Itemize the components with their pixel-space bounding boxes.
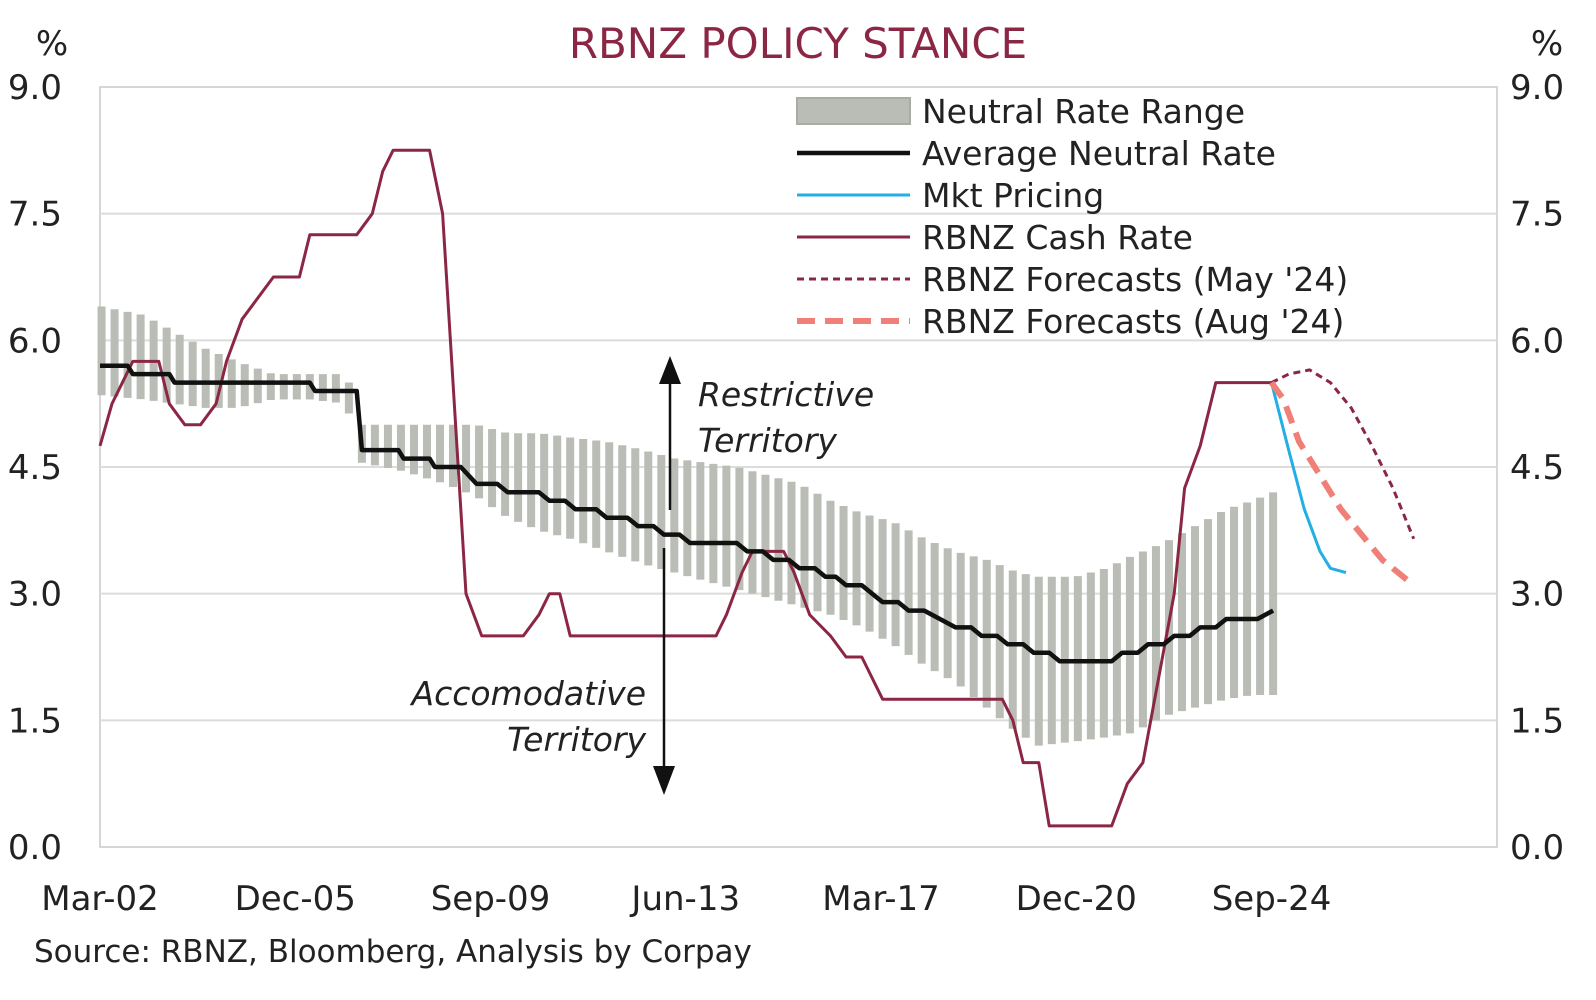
x-tick-2: Sep-09 [431,879,551,919]
accommodative-label-line2: Territory [507,720,646,759]
legend-label-neutral-rate-range: Neutral Rate Range [922,92,1245,131]
source-note: Source: RBNZ, Bloomberg, Analysis by Cor… [34,934,752,970]
left-axis-unit: % [36,24,68,64]
gridlines [100,212,1497,722]
restrictive-label-line2: Territory [698,421,837,460]
y-tick-left-3: 4.5 [8,448,62,488]
neutral-rate-range-band [97,306,1278,746]
x-tick-6: Sep-24 [1212,879,1332,919]
restrictive-arrowhead [659,356,681,384]
x-tick-0: Mar-02 [41,879,159,919]
y-tick-left-4: 6.0 [8,321,62,361]
series-line-average-neutral-rate [100,363,1275,664]
y-tick-left-1: 1.5 [8,701,62,741]
y-tick-left-6: 9.0 [8,68,62,108]
legend-label-mkt-pricing: Mkt Pricing [922,176,1104,215]
territory-arrows [653,356,681,795]
series-lines [98,148,1416,828]
y-tick-right-0: 0.0 [1510,828,1564,868]
y-tick-left-5: 7.5 [8,195,62,235]
y-tick-right-6: 9.0 [1510,68,1564,108]
y-tick-right-5: 7.5 [1510,195,1564,235]
chart-title: RBNZ POLICY STANCE [569,19,1027,68]
series-line-rbnz-forecasts-aug-24 [1269,380,1416,588]
series-line-rbnz-forecasts-may-24 [1270,368,1416,540]
series-line-rbnz-cash-rate [98,148,1272,828]
legend-label-rbnz-forecasts-aug-24: RBNZ Forecasts (Aug '24) [922,302,1344,341]
y-tick-right-3: 4.5 [1510,448,1564,488]
x-axis: Mar-02 Dec-05 Sep-09 Jun-13 Mar-17 Dec-20 Sep-… [41,879,1331,919]
legend-label-rbnz-cash-rate: RBNZ Cash Rate [922,218,1193,257]
accommodative-arrowhead [653,766,675,795]
x-tick-3: Jun-13 [629,879,740,919]
x-tick-1: Dec-05 [235,879,356,919]
y-tick-right-4: 6.0 [1510,321,1564,361]
legend-label-rbnz-forecasts-may-24: RBNZ Forecasts (May '24) [922,260,1348,299]
accommodative-label-line1: Accomodative [410,674,647,713]
y-tick-left-0: 0.0 [8,828,62,868]
right-y-axis: 0.0 1.5 3.0 4.5 6.0 7.5 9.0 [1510,68,1564,868]
y-tick-right-1: 1.5 [1510,701,1564,741]
y-tick-right-2: 3.0 [1510,575,1564,615]
left-y-axis: 0.0 1.5 3.0 4.5 6.0 7.5 9.0 [8,68,62,868]
right-axis-unit: % [1531,24,1563,64]
legend-swatch-neutral-rate-range [796,97,911,125]
restrictive-label-line1: Restrictive [698,375,874,414]
x-tick-5: Dec-20 [1016,879,1137,919]
x-tick-4: Mar-17 [822,879,940,919]
series-line-mkt-pricing [1270,382,1347,575]
y-tick-left-2: 3.0 [8,575,62,615]
legend-label-average-neutral-rate: Average Neutral Rate [922,134,1276,173]
